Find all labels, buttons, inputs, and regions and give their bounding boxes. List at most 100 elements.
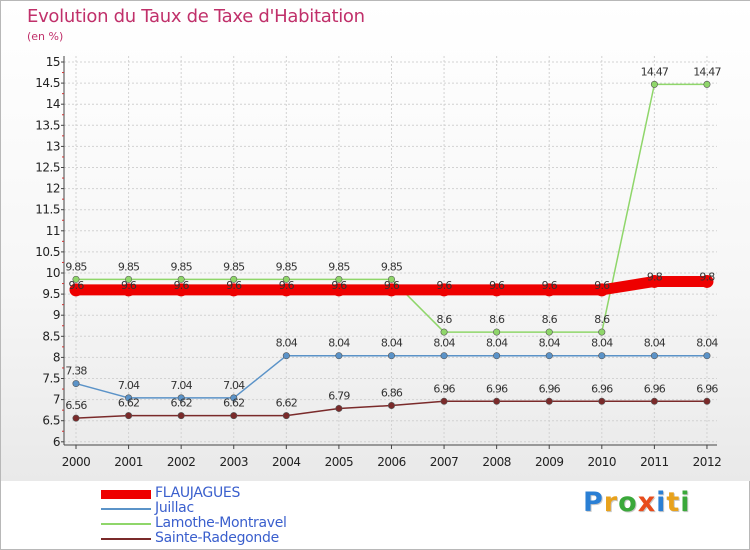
x-tick-label-9: 2009: [535, 455, 564, 469]
data-label-0-10: 9.6: [594, 279, 610, 292]
data-point-3-11: [650, 397, 658, 405]
data-label-2-3: 9.85: [223, 260, 245, 273]
data-label-1-0: 7.38: [65, 365, 87, 378]
data-point-3-5: [335, 404, 343, 412]
data-point-0-7: [437, 283, 451, 297]
y-tick-label-15: 13.5: [35, 118, 60, 132]
data-label-2-7: 8.6: [437, 313, 453, 326]
y-tick-label-6: 9: [53, 308, 60, 322]
data-point-3-6: [387, 402, 395, 410]
data-label-2-1: 9.85: [118, 260, 140, 273]
data-label-0-4: 9.6: [279, 279, 295, 292]
data-point-2-1: [125, 275, 133, 283]
data-label-0-12: 9.8: [699, 270, 715, 283]
y-tick-label-5: 8.5: [42, 329, 60, 343]
x-tick-label-4: 2004: [272, 455, 301, 469]
data-point-2-10: [598, 328, 606, 336]
data-point-2-11: [650, 80, 658, 88]
data-label-3-9: 6.96: [539, 382, 561, 395]
data-point-2-0: [72, 275, 80, 283]
data-point-2-7: [440, 328, 448, 336]
series-3: [72, 397, 711, 422]
data-label-1-3: 7.04: [223, 379, 245, 392]
data-point-0-12: [700, 274, 714, 288]
data-label-0-1: 9.6: [121, 279, 137, 292]
y-tick-label-11: 11.5: [35, 203, 60, 217]
legend-swatch-3: [101, 538, 151, 540]
y-tick-label-2: 7: [53, 393, 60, 407]
data-label-1-9: 8.04: [539, 337, 561, 350]
data-point-2-4: [282, 275, 290, 283]
x-tick-label-8: 2008: [482, 455, 511, 469]
data-point-3-9: [545, 397, 553, 405]
data-label-3-8: 6.96: [486, 382, 508, 395]
x-tick-label-11: 2011: [640, 455, 669, 469]
data-label-1-1: 7.04: [118, 379, 140, 392]
data-label-2-10: 8.6: [594, 313, 610, 326]
data-point-1-12: [703, 352, 711, 360]
y-tick-label-18: 15: [46, 55, 60, 69]
logo-letter: P: [583, 487, 604, 518]
data-point-3-3: [230, 412, 238, 420]
data-label-0-9: 9.6: [542, 279, 558, 292]
y-tick-label-7: 9.5: [42, 287, 60, 301]
data-point-3-8: [493, 397, 501, 405]
data-point-1-1: [125, 394, 133, 402]
data-label-0-11: 9.8: [647, 270, 663, 283]
logo-letter: x: [637, 487, 657, 518]
data-point-1-10: [598, 352, 606, 360]
data-label-2-5: 9.85: [328, 260, 350, 273]
data-label-3-12: 6.96: [696, 382, 718, 395]
data-label-0-0: 9.6: [68, 279, 84, 292]
data-label-3-2: 6.62: [171, 397, 192, 410]
data-label-3-3: 6.62: [223, 397, 244, 410]
data-label-1-2: 7.04: [171, 379, 193, 392]
data-label-2-11: 14.47: [641, 65, 669, 78]
data-label-3-4: 6.62: [276, 397, 297, 410]
x-tick-label-2: 2002: [167, 455, 196, 469]
y-tick-label-14: 13: [46, 139, 60, 153]
y-tick-label-17: 14.5: [35, 76, 60, 90]
data-label-0-3: 9.6: [226, 279, 242, 292]
data-point-1-7: [440, 352, 448, 360]
y-tick-label-16: 14: [46, 97, 60, 111]
logo-letter: r: [603, 487, 619, 518]
y-tick-label-4: 8: [53, 350, 60, 364]
logo-letter: i: [656, 487, 667, 518]
data-point-1-6: [387, 352, 395, 360]
y-tick-label-9: 10.5: [35, 245, 60, 259]
data-point-0-1: [122, 283, 136, 297]
logo-letter: o: [618, 487, 638, 518]
data-label-2-2: 9.85: [171, 260, 193, 273]
data-point-3-7: [440, 397, 448, 405]
data-point-1-11: [650, 352, 658, 360]
data-point-3-10: [598, 397, 606, 405]
data-point-1-4: [282, 352, 290, 360]
data-point-1-9: [545, 352, 553, 360]
proxiti-logo: Proxiti: [583, 487, 691, 518]
data-point-0-3: [227, 283, 241, 297]
data-label-3-10: 6.96: [591, 382, 613, 395]
data-point-3-12: [703, 397, 711, 405]
data-label-2-0: 9.85: [65, 260, 87, 273]
data-point-2-12: [703, 80, 711, 88]
data-label-3-0: 6.56: [65, 399, 87, 412]
data-label-2-6: 9.85: [381, 260, 403, 273]
y-tick-label-0: 6: [53, 435, 60, 449]
series-1: [72, 352, 711, 402]
data-label-1-5: 8.04: [328, 337, 350, 350]
x-tick-label-6: 2006: [377, 455, 406, 469]
x-tick-label-3: 2003: [219, 455, 248, 469]
data-label-1-6: 8.04: [381, 337, 403, 350]
data-label-1-7: 8.04: [433, 337, 455, 350]
data-label-2-9: 8.6: [542, 313, 558, 326]
data-label-1-10: 8.04: [591, 337, 613, 350]
x-tick-label-1: 2001: [114, 455, 143, 469]
data-point-2-2: [177, 275, 185, 283]
legend: FLAUJAGUES Juillac Lamothe-Montravel Sainte…: [99, 486, 359, 546]
data-point-0-6: [384, 283, 398, 297]
data-label-3-7: 6.96: [433, 382, 455, 395]
data-point-1-8: [493, 352, 501, 360]
data-point-0-11: [647, 274, 661, 288]
